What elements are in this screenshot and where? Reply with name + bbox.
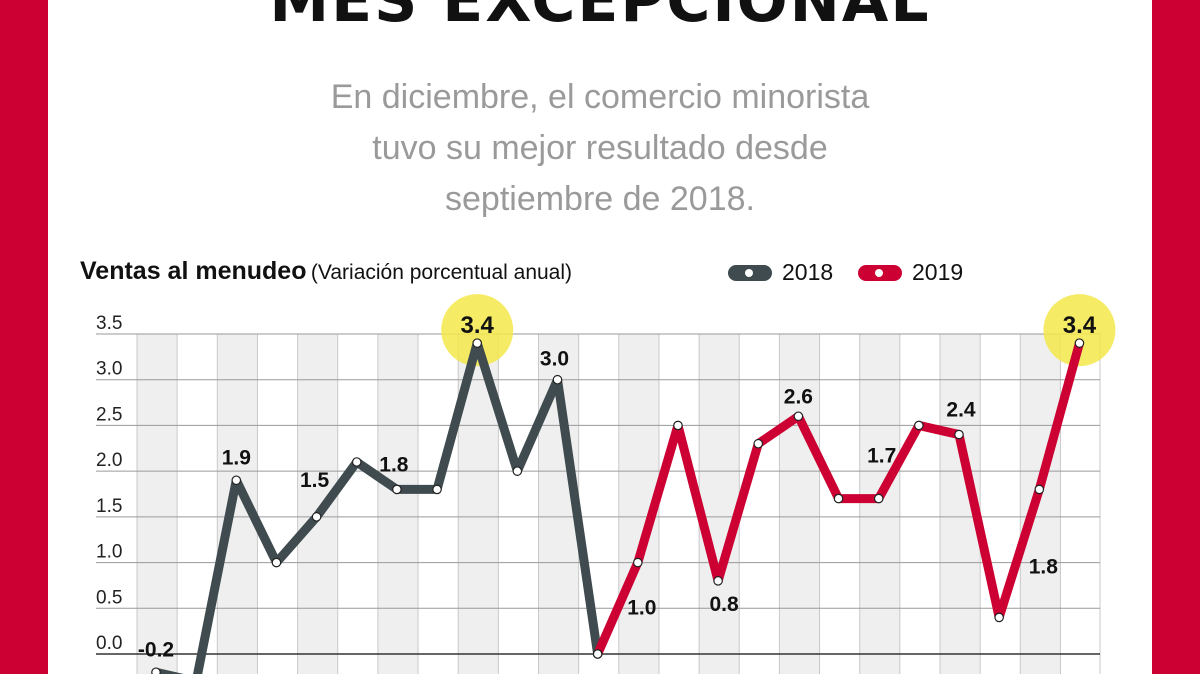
subtitle-line: En diciembre, el comercio minorista [330, 78, 870, 116]
data-point-2019 [793, 411, 804, 422]
y-tick-label: 3.0 [96, 359, 122, 380]
data-label: 3.4 [1063, 312, 1097, 339]
data-point-2019 [753, 438, 764, 449]
data-label: 3.4 [461, 312, 495, 339]
data-label: 1.8 [1029, 555, 1059, 578]
highlight-circle [441, 294, 514, 367]
data-point-2019 [673, 420, 683, 431]
y-tick-label: 2.0 [96, 450, 122, 471]
data-point-2018 [311, 512, 322, 522]
legend-label-2019: 2019 [912, 259, 964, 285]
grid-band [699, 334, 740, 674]
grid-band [980, 334, 1021, 674]
data-point-2018 [271, 557, 282, 568]
data-label: 2.4 [946, 399, 976, 422]
y-tick-label: 0.0 [96, 633, 122, 654]
chart-title-note: (Variación porcentual anual) [310, 261, 573, 284]
grid-band [498, 334, 539, 674]
y-tick-label: 1.5 [96, 496, 122, 517]
legend-item-2019: 2019 [858, 259, 963, 286]
grid-band [337, 334, 378, 674]
grid-band [418, 334, 459, 674]
chart-heading: Ventas al menudeo (Variación porcentual … [80, 257, 572, 286]
legend-item-2018: 2018 [728, 259, 833, 286]
data-point-2019 [833, 493, 844, 504]
data-point-2019 [914, 420, 924, 431]
data-point-2018 [151, 667, 161, 674]
data-label: 1.8 [379, 453, 409, 476]
data-label: 0.8 [709, 593, 739, 616]
y-tick-label: 3.5 [96, 313, 122, 334]
grid-band [899, 334, 940, 674]
data-label: 2.6 [784, 385, 813, 408]
data-label: 1.7 [867, 445, 896, 468]
legend-label-2018: 2018 [782, 259, 834, 285]
legend-swatch-2018 [728, 264, 772, 281]
data-point-2019 [1034, 484, 1045, 495]
highlight-circle [1043, 294, 1116, 367]
data-point-2019 [1074, 338, 1085, 348]
data-point-2019 [994, 612, 1004, 623]
data-point-2018 [432, 484, 442, 495]
data-point-2018 [472, 338, 482, 348]
grid-band [137, 334, 178, 674]
grid-band [377, 334, 419, 674]
grid-band [658, 334, 700, 674]
subtitle: En diciembre, el comercio minorista tuvo… [250, 72, 950, 225]
subtitle-line: septiembre de 2018. [445, 180, 755, 218]
data-point-2018 [351, 457, 362, 467]
data-point-2019 [632, 557, 643, 568]
grid-band [297, 334, 338, 674]
grid-band [819, 334, 860, 674]
y-tick-label: 2.5 [96, 404, 122, 425]
data-point-2018 [512, 466, 523, 476]
grid-band [779, 334, 820, 674]
data-point-2018 [552, 374, 563, 385]
grid-band [859, 334, 900, 674]
data-point-2018 [392, 484, 402, 495]
y-tick-label: 1.0 [96, 542, 122, 563]
grid-band [1020, 334, 1061, 674]
data-point-2018 [231, 475, 242, 486]
data-point-2019 [592, 649, 603, 659]
page-title: MES EXCEPCIONAL [269, 0, 931, 36]
data-label: -0.2 [138, 638, 174, 661]
data-point-2019 [713, 576, 723, 586]
series-line-2018 [151, 338, 603, 674]
data-label: 1.0 [627, 597, 656, 620]
data-label: 1.5 [300, 469, 330, 492]
y-tick-label: 0.5 [96, 587, 122, 608]
chart-title: Ventas al menudeo [80, 257, 307, 285]
subtitle-line: tuvo su mejor resultado desde [372, 129, 828, 167]
grid-band [739, 334, 780, 674]
data-label: 3.0 [540, 348, 569, 371]
grid-band [257, 334, 298, 674]
data-point-2019 [873, 493, 884, 504]
data-point-2019 [954, 429, 964, 440]
legend-swatch-2019 [858, 264, 902, 281]
data-label: 1.9 [222, 446, 251, 469]
